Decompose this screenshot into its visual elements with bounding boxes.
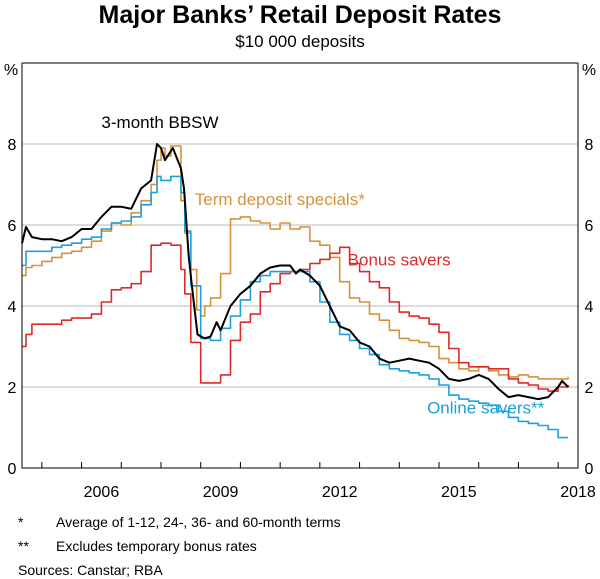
- y-axis-unit-right: %: [582, 62, 596, 79]
- series-line-online: [22, 175, 569, 439]
- series-layer: [21, 143, 569, 439]
- y-tick-label-left: 6: [8, 218, 17, 235]
- axis-labels: 0 0 2 2 4 4 6 6 8 8% % 2006 2009 2012 2015 2018: [4, 62, 596, 501]
- chart-subtitle: $10 000 deposits: [235, 32, 365, 51]
- axis-ticks: [41, 462, 559, 468]
- sources-note: Sources: Canstar; RBA: [18, 562, 163, 578]
- x-tick-label: 2009: [203, 484, 239, 501]
- y-tick-label-right: 8: [585, 137, 594, 154]
- series-line-bonus: [22, 242, 569, 392]
- x-tick-label: 2006: [84, 484, 120, 501]
- annotation-bonus: Bonus savers: [348, 251, 451, 270]
- footnote-2-mark: **: [18, 538, 29, 554]
- x-tick-label: 2018: [560, 484, 596, 501]
- footnote-2: ** Excludes temporary bonus rates: [18, 537, 257, 555]
- x-tick-label: 2015: [441, 484, 477, 501]
- footnote-1-mark: *: [18, 514, 24, 530]
- grid-lines: [22, 143, 578, 388]
- y-tick-label-left: 4: [8, 299, 17, 316]
- y-tick-label-left: 0: [8, 461, 17, 478]
- y-tick-label-left: 8: [8, 137, 17, 154]
- y-tick-label-right: 6: [585, 218, 594, 235]
- annotation-bbsw: 3-month BBSW: [101, 113, 218, 132]
- x-tick-label: 2012: [322, 484, 358, 501]
- plot-frame: [21, 62, 579, 469]
- footnote-1: * Average of 1-12, 24-, 36- and 60-month …: [18, 513, 341, 531]
- series-line-bbsw: [21, 143, 569, 401]
- y-tick-label-right: 0: [585, 461, 594, 478]
- chart-title: Major Banks’ Retail Deposit Rates: [98, 1, 502, 29]
- footnote-2-text: Excludes temporary bonus rates: [56, 538, 257, 554]
- footnote-1-text: Average of 1-12, 24-, 36- and 60-month t…: [56, 514, 341, 530]
- annotation-online: Online savers**: [427, 398, 545, 417]
- y-tick-label-left: 2: [8, 380, 17, 397]
- annotation-term: Term deposit specials*: [195, 190, 365, 209]
- chart-svg: 0 0 2 2 4 4 6 6 8 8% % 2006 2009 2012 2015 2018 3-month…: [4, 62, 596, 501]
- series-annotations: 3-month BBSW Term deposit specials* Bonus …: [101, 113, 544, 418]
- y-tick-label-right: 4: [585, 299, 594, 316]
- series-line-term: [22, 145, 569, 380]
- y-tick-label-right: 2: [585, 380, 594, 397]
- y-axis-unit-left: %: [4, 62, 18, 79]
